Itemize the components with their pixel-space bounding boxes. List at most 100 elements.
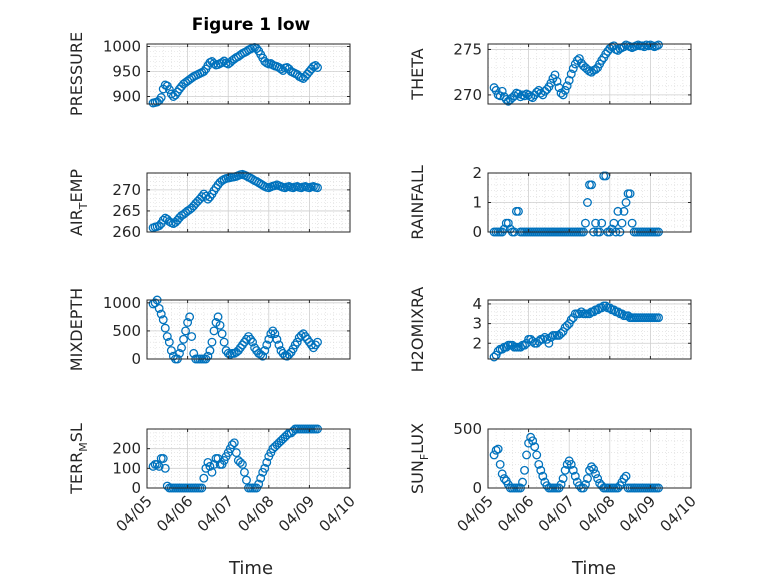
data-point [213,454,223,463]
data-point [262,457,272,467]
data-point [562,321,572,331]
data-point [601,301,611,311]
y-tick-label: 4 [472,295,482,313]
data-point [520,91,529,101]
data-point [185,312,195,322]
data-point [493,346,503,356]
y-tick-label: 1 [472,194,482,212]
data-point [272,334,282,344]
axes-box [487,43,692,105]
data-point [183,318,193,327]
data-point [156,309,166,319]
data-point [262,340,272,350]
data-point [179,334,188,344]
data-point [213,312,223,322]
data-point [546,332,556,342]
data-point [546,78,556,88]
data-point [621,471,631,481]
data-point [237,459,247,469]
data-point [617,309,627,319]
data-point [591,218,601,228]
y-tick-label: 0 [131,350,141,368]
axes-box [146,43,351,105]
data-point [242,475,251,485]
data-point [227,440,237,450]
data-point [489,352,499,362]
data-point [497,469,507,479]
data-point [199,67,209,76]
ticks: 0 1 2 [472,164,692,241]
data-point [503,218,513,228]
x-tick-label: 04/08 [234,492,277,535]
data-point [158,454,168,463]
y-tick-label: 1000 [103,38,141,56]
data-point [256,473,266,483]
data-point [177,343,186,353]
data-point [520,465,529,475]
data-point [566,69,576,79]
data-point [585,309,594,319]
y-tick-label: 200 [112,440,141,458]
y-tick-label: 270 [453,86,482,104]
data-point [514,206,523,216]
data-point [203,351,213,361]
data-point [205,346,215,356]
ticks: 23 4 [472,295,692,359]
data-point [587,180,596,190]
axes-box [146,172,351,233]
data-point [520,340,529,350]
data-point [274,340,284,350]
data-point [160,323,170,333]
data-point [164,85,174,94]
data-point [568,465,578,475]
data-point [207,337,217,347]
data-point [313,183,322,193]
data-point [621,198,631,207]
x-tick-label: 04/08 [575,492,618,535]
ticks: 0 500 [453,420,692,497]
data-point [544,338,554,348]
data-point [625,189,635,199]
data-point [158,315,168,325]
data-point [248,337,258,347]
data-point [282,430,292,440]
data-point [154,303,164,313]
data-point [166,89,176,99]
data-point [187,332,197,341]
data-point [162,481,172,491]
x-tick-label: 04/06 [153,492,196,535]
y-axis-label: RAINFALL [408,165,427,240]
data-point [583,474,592,484]
data-point [201,463,211,473]
data-point [613,206,623,216]
data-point [199,473,209,483]
data-point [152,459,162,469]
series-markers [148,295,322,364]
x-axis-label-right: Time [571,558,616,579]
data-point [613,307,623,317]
data-point [540,332,550,342]
data-point [489,450,499,460]
data-point [507,340,517,350]
data-point [654,40,663,50]
y-tick-label: 270 [112,181,141,199]
data-point [562,81,572,91]
y-axis-label: SUNFLUX [408,423,431,494]
data-point [580,218,590,228]
y-tick-label: 1000 [103,294,141,312]
plot-area [488,429,691,488]
data-point [542,85,552,94]
y-axis-label: THETA [408,48,427,100]
axes-box [146,299,351,360]
data-point [534,459,544,469]
series-markers [148,424,322,493]
y-tick-label: 265 [112,202,141,220]
data-point [205,461,215,471]
data-point [296,330,306,340]
x-tick-label: 04/05 [454,492,497,535]
y-tick-label: 900 [112,88,141,106]
data-point [576,307,586,317]
data-point [252,44,262,53]
